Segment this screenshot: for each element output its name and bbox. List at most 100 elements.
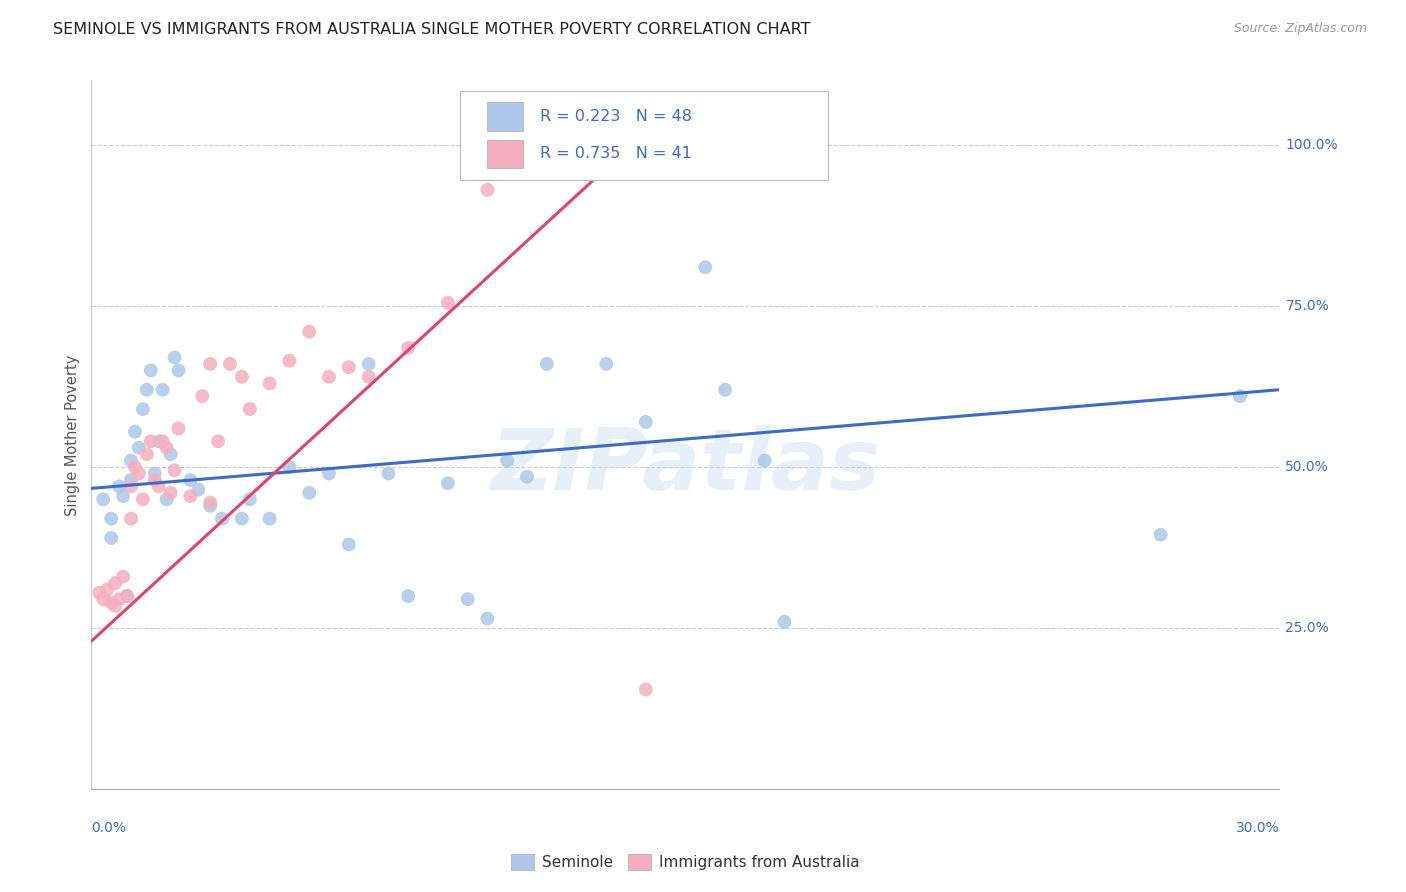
Point xyxy=(104,576,127,591)
Point xyxy=(152,434,174,449)
Point xyxy=(159,447,181,461)
Point xyxy=(143,467,166,481)
Point xyxy=(163,351,186,365)
Point xyxy=(148,434,170,449)
Point xyxy=(298,486,321,500)
Point xyxy=(773,615,796,629)
Point xyxy=(200,357,222,371)
Text: SEMINOLE VS IMMIGRANTS FROM AUSTRALIA SINGLE MOTHER POVERTY CORRELATION CHART: SEMINOLE VS IMMIGRANTS FROM AUSTRALIA SI… xyxy=(53,22,811,37)
Point xyxy=(132,402,155,417)
Point xyxy=(120,479,142,493)
Point xyxy=(135,383,157,397)
Text: 100.0%: 100.0% xyxy=(1285,137,1339,152)
Point xyxy=(377,467,399,481)
Point xyxy=(152,383,174,397)
Point xyxy=(89,586,111,600)
Text: R = 0.735   N = 41: R = 0.735 N = 41 xyxy=(540,146,693,161)
Point xyxy=(278,353,301,368)
Text: 25.0%: 25.0% xyxy=(1285,621,1329,635)
Point xyxy=(179,489,201,503)
Point xyxy=(139,363,162,377)
Point xyxy=(516,469,538,483)
Point xyxy=(278,460,301,475)
Point xyxy=(239,402,262,417)
Point xyxy=(187,483,209,497)
Point xyxy=(108,479,131,493)
Point xyxy=(318,467,340,481)
Point xyxy=(259,511,281,525)
Point xyxy=(436,295,458,310)
Point xyxy=(477,611,499,625)
Point xyxy=(124,425,146,439)
Point xyxy=(1150,528,1173,542)
Bar xyxy=(486,140,523,169)
Point xyxy=(120,511,142,525)
Point xyxy=(318,369,340,384)
FancyBboxPatch shape xyxy=(460,91,828,179)
Point xyxy=(159,486,181,500)
Text: R = 0.223   N = 48: R = 0.223 N = 48 xyxy=(540,109,693,124)
Point xyxy=(357,369,380,384)
Point xyxy=(163,463,186,477)
Point xyxy=(1229,389,1251,403)
Point xyxy=(132,492,155,507)
Point xyxy=(91,492,114,507)
Point xyxy=(179,473,201,487)
Point xyxy=(595,357,617,371)
Text: 75.0%: 75.0% xyxy=(1285,299,1329,313)
Point xyxy=(211,511,233,525)
Point xyxy=(357,357,380,371)
Point xyxy=(337,537,360,551)
Point xyxy=(108,592,131,607)
Point xyxy=(436,476,458,491)
Point xyxy=(200,495,222,509)
Point xyxy=(120,453,142,467)
Point xyxy=(100,595,122,609)
Bar xyxy=(486,103,523,130)
Point xyxy=(156,441,179,455)
Point xyxy=(128,441,150,455)
Point xyxy=(337,360,360,375)
Point xyxy=(695,260,717,275)
Legend: Seminole, Immigrants from Australia: Seminole, Immigrants from Australia xyxy=(505,848,866,876)
Point xyxy=(231,369,253,384)
Point xyxy=(754,453,776,467)
Point xyxy=(104,599,127,613)
Point xyxy=(100,511,122,525)
Point xyxy=(239,492,262,507)
Point xyxy=(231,511,253,525)
Point xyxy=(634,415,657,429)
Point xyxy=(191,389,214,403)
Point xyxy=(496,453,519,467)
Point xyxy=(112,570,135,584)
Point xyxy=(536,357,558,371)
Point xyxy=(396,341,419,355)
Text: 30.0%: 30.0% xyxy=(1236,822,1279,835)
Point xyxy=(200,499,222,513)
Point xyxy=(298,325,321,339)
Point xyxy=(91,592,114,607)
Point xyxy=(96,582,118,597)
Point xyxy=(100,531,122,545)
Y-axis label: Single Mother Poverty: Single Mother Poverty xyxy=(65,354,80,516)
Point xyxy=(396,589,419,603)
Point xyxy=(112,489,135,503)
Point xyxy=(219,357,242,371)
Point xyxy=(714,383,737,397)
Text: 50.0%: 50.0% xyxy=(1285,460,1329,474)
Point xyxy=(259,376,281,391)
Point xyxy=(207,434,229,449)
Point xyxy=(135,447,157,461)
Point xyxy=(477,183,499,197)
Point xyxy=(167,363,190,377)
Point xyxy=(124,460,146,475)
Point xyxy=(139,434,162,449)
Point xyxy=(143,473,166,487)
Point xyxy=(120,473,142,487)
Point xyxy=(634,682,657,697)
Point xyxy=(128,467,150,481)
Text: Source: ZipAtlas.com: Source: ZipAtlas.com xyxy=(1233,22,1367,36)
Point xyxy=(148,479,170,493)
Point xyxy=(156,492,179,507)
Point xyxy=(115,589,138,603)
